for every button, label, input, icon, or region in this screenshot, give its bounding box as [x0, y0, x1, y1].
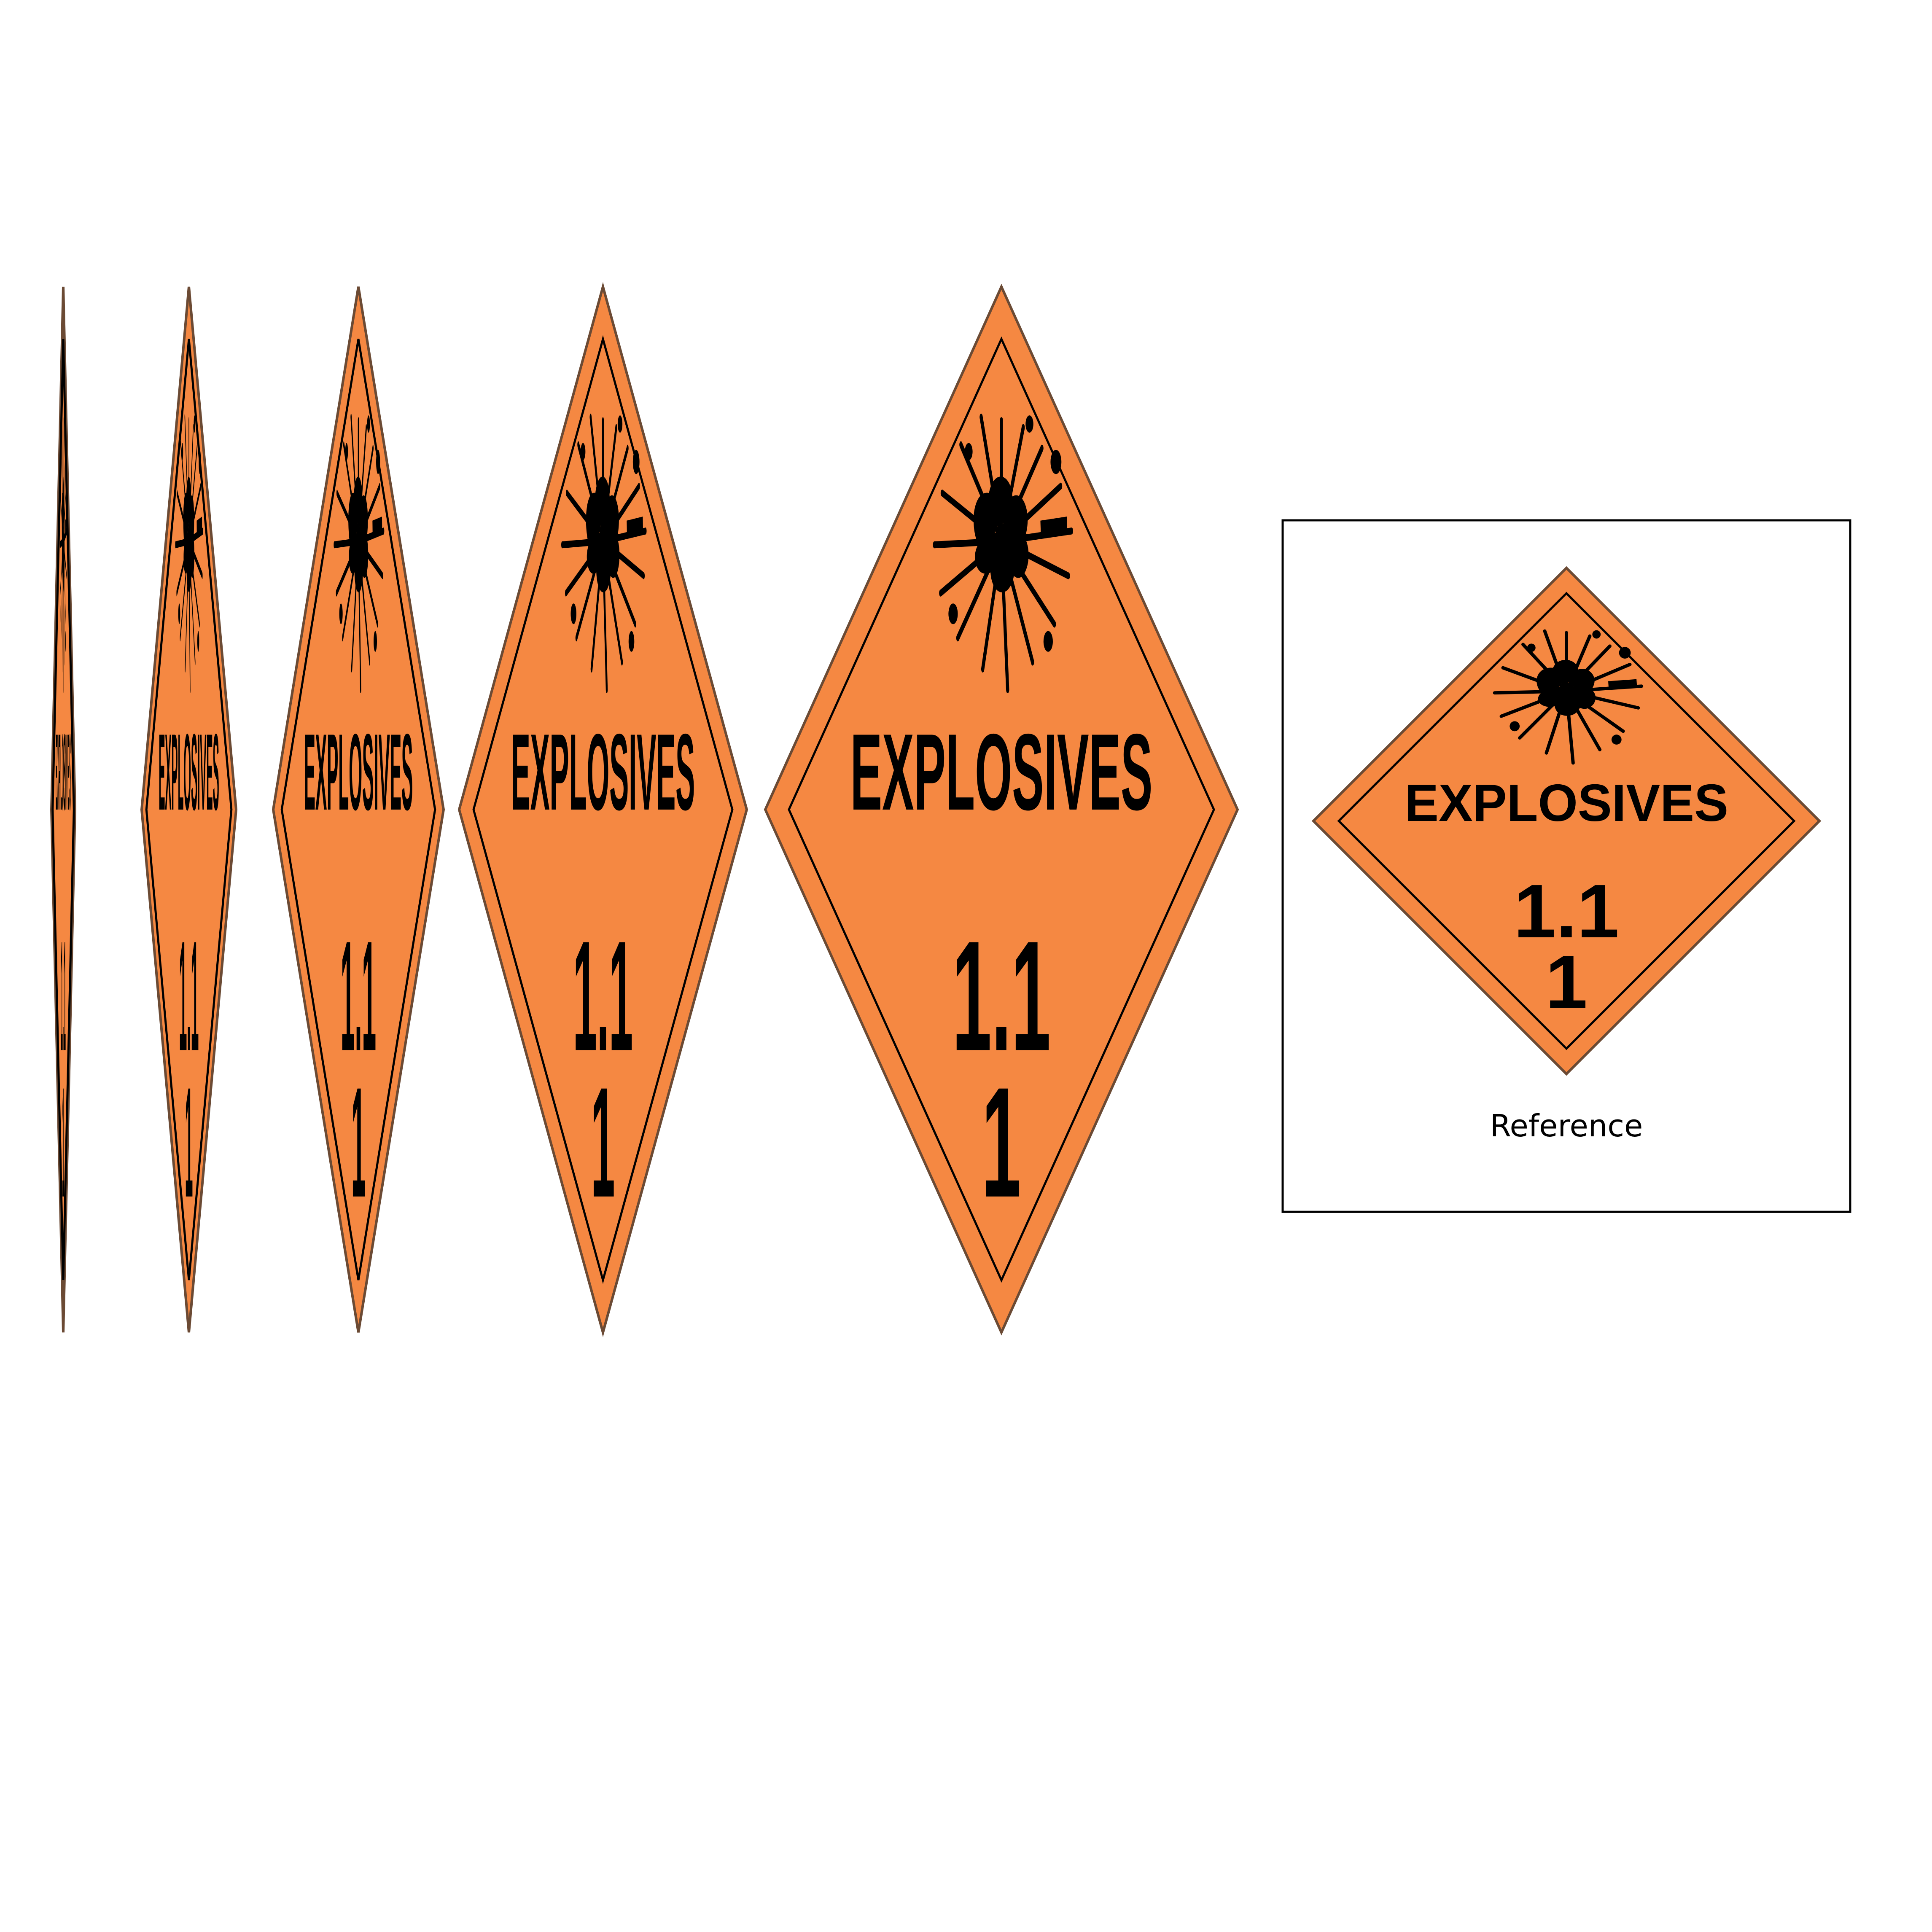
placard-diamond: [142, 287, 236, 1332]
hazmat-placard: EXPLOSIVES 1.11: [459, 287, 747, 1332]
placard-compatibility-group: 1: [351, 1055, 366, 1230]
placard-compatibility-group: 1: [982, 1055, 1021, 1230]
placard-compatibility-group: 1: [185, 1055, 193, 1230]
hazmat-placard: EXPLOSIVES 1.11: [273, 287, 444, 1332]
placard-title: EXPLOSIVES: [159, 711, 219, 833]
placard-inner-border: [53, 339, 74, 1280]
placard-division-number: 1.1: [573, 908, 633, 1084]
placard-division-number: 1.1: [341, 909, 376, 1084]
placard-compatibility-group: 1: [62, 1055, 65, 1230]
placard-division-number: 1.1: [952, 909, 1051, 1084]
placard-division-number: 1.1: [61, 908, 66, 1084]
placard-division-number: 1.1: [179, 908, 199, 1084]
placard-compatibility-group: 1: [1545, 940, 1588, 1025]
reference-caption: Reference: [1490, 1108, 1643, 1144]
hazmat-placard: EXPLOSIVES 1.11: [142, 287, 236, 1332]
hazmat-placard: EXPLOSIVES 1.11: [1313, 568, 1819, 1074]
hazmat-placard: EXPLOSIVES 1.11: [51, 287, 75, 1332]
placard-diamond: [1313, 568, 1819, 1074]
placard-compatibility-group: 1: [591, 1055, 615, 1230]
placard-inner-border: [146, 339, 231, 1280]
placard-title: EXPLOSIVES: [56, 711, 71, 833]
placard-diamond: [459, 287, 747, 1332]
placard-diamond: [765, 287, 1238, 1332]
placard-title: EXPLOSIVES: [850, 712, 1153, 833]
placard-title: EXPLOSIVES: [511, 712, 695, 833]
placard-division-number: 1.1: [1514, 869, 1619, 954]
placard-inner-border: [474, 339, 732, 1280]
placard-inner-border: [282, 339, 435, 1280]
placard-title: EXPLOSIVES: [1405, 774, 1728, 832]
placard-diamond: [51, 287, 75, 1332]
placard-inner-border: [789, 339, 1214, 1280]
placard-title: EXPLOSIVES: [304, 712, 413, 833]
hazmat-placard: EXPLOSIVES 1.11: [765, 287, 1238, 1332]
placard-inner-border: [1339, 593, 1794, 1049]
placard-diamond: [273, 287, 444, 1332]
